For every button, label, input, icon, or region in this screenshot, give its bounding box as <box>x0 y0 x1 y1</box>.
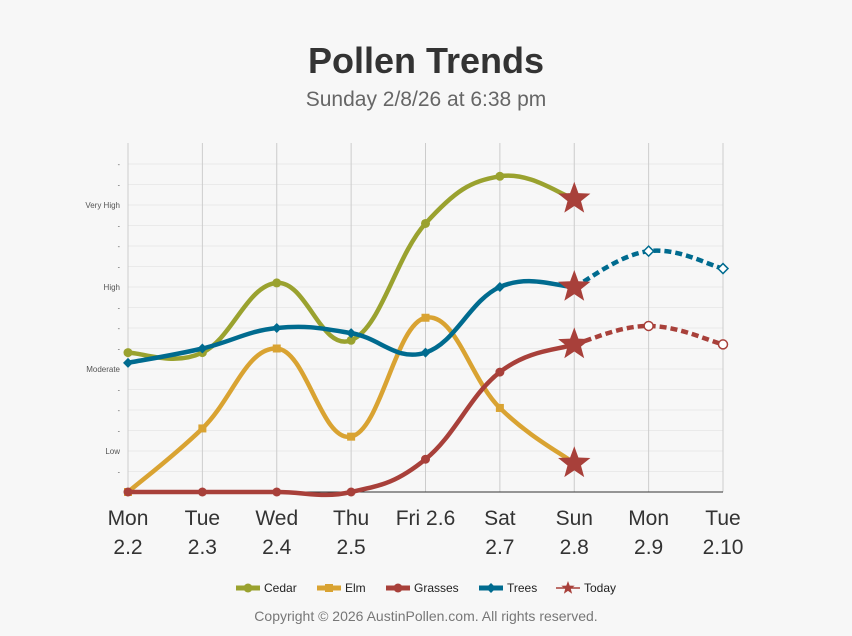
x-tick-label: Thu <box>333 507 369 530</box>
today-star-elm <box>558 446 591 478</box>
data-point-grasses <box>717 339 729 350</box>
data-point-trees <box>716 262 730 275</box>
x-tick-label: 2.3 <box>188 536 217 559</box>
data-point-grasses <box>272 487 282 497</box>
legend-item-cedar: Cedar <box>236 581 297 595</box>
x-tick-label: Sun <box>556 507 593 530</box>
data-point-trees <box>494 282 505 292</box>
data-point-elm <box>495 403 504 412</box>
x-tick-label: Wed <box>255 507 298 530</box>
y-minor-tick-label: - <box>118 183 121 190</box>
x-tick-label: 2.8 <box>560 536 589 559</box>
copyright-text: Copyright © 2026 AustinPollen.com. All r… <box>254 608 598 624</box>
x-tick-label: 2.9 <box>634 536 663 559</box>
x-tick-label: 2.7 <box>485 536 514 559</box>
legend-marker <box>393 583 403 593</box>
y-minor-tick-label: - <box>118 388 121 395</box>
legend-marker <box>486 583 496 593</box>
data-point-cedar <box>272 278 282 288</box>
today-star-cedar <box>558 181 591 213</box>
data-point-trees <box>123 357 133 368</box>
data-point-grasses <box>421 454 430 464</box>
data-point-cedar <box>346 335 356 345</box>
data-point-elm <box>272 344 281 353</box>
legend-item-today: Today <box>556 581 616 595</box>
legend-item-trees: Trees <box>479 581 537 595</box>
legend-star-icon <box>561 581 575 594</box>
x-tick-label: 2.4 <box>262 536 292 559</box>
y-minor-tick-label: - <box>118 470 121 477</box>
y-minor-tick-label: - <box>118 306 121 313</box>
x-tick-label: Mon <box>628 507 669 530</box>
data-point-trees <box>197 343 208 354</box>
y-tick-label: Moderate <box>86 365 120 374</box>
legend-marker <box>325 584 333 592</box>
data-point-cedar <box>421 218 430 228</box>
x-tick-label: 2.10 <box>703 536 744 559</box>
chart-title: Pollen Trends <box>307 40 545 81</box>
today-star-trees <box>558 270 591 301</box>
legend-label: Cedar <box>264 581 297 595</box>
x-tick-label: Mon <box>108 507 149 530</box>
x-tick-label: Tue <box>705 507 740 530</box>
data-point-trees <box>420 347 431 358</box>
y-tick-label: Low <box>105 447 120 456</box>
data-point-grasses <box>643 320 654 332</box>
data-point-elm <box>198 424 207 433</box>
data-point-grasses <box>197 487 207 497</box>
x-tick-label: Tue <box>185 507 220 530</box>
legend-label: Trees <box>507 581 537 595</box>
data-point-trees <box>346 328 357 339</box>
data-point-grasses <box>495 367 505 377</box>
legend-item-grasses: Grasses <box>386 581 459 595</box>
y-minor-tick-label: - <box>118 429 121 436</box>
chart-subtitle: Sunday 2/8/26 at 6:38 pm <box>305 88 547 111</box>
y-minor-tick-label: - <box>118 224 121 231</box>
data-point-elm <box>347 432 356 441</box>
series-forecast-line-grasses <box>573 323 724 347</box>
y-minor-tick-label: - <box>118 265 121 272</box>
legend-label: Elm <box>345 581 366 595</box>
legend-label: Today <box>584 581 616 595</box>
y-minor-tick-label: - <box>118 326 121 333</box>
legend-item-elm: Elm <box>317 581 366 595</box>
legend-label: Grasses <box>414 581 459 595</box>
data-point-trees <box>271 323 282 333</box>
x-tick-label: Sat <box>484 507 516 530</box>
data-point-trees <box>642 245 655 258</box>
y-minor-tick-label: - <box>118 347 121 354</box>
y-minor-tick-label: - <box>118 244 121 251</box>
data-point-grasses <box>346 487 356 497</box>
y-tick-label: High <box>104 283 120 292</box>
y-tick-label: Very High <box>85 201 120 210</box>
legend-marker <box>243 583 253 593</box>
y-minor-tick-label: - <box>118 408 121 415</box>
data-point-cedar <box>123 348 133 358</box>
y-minor-tick-label: - <box>118 162 121 169</box>
data-point-grasses <box>123 487 133 497</box>
x-tick-label: Fri 2.6 <box>396 507 456 530</box>
x-tick-label: 2.2 <box>113 536 142 559</box>
x-tick-label: 2.5 <box>337 536 366 559</box>
today-star-grasses <box>558 327 591 359</box>
data-point-elm <box>421 313 430 322</box>
data-point-cedar <box>495 171 505 181</box>
